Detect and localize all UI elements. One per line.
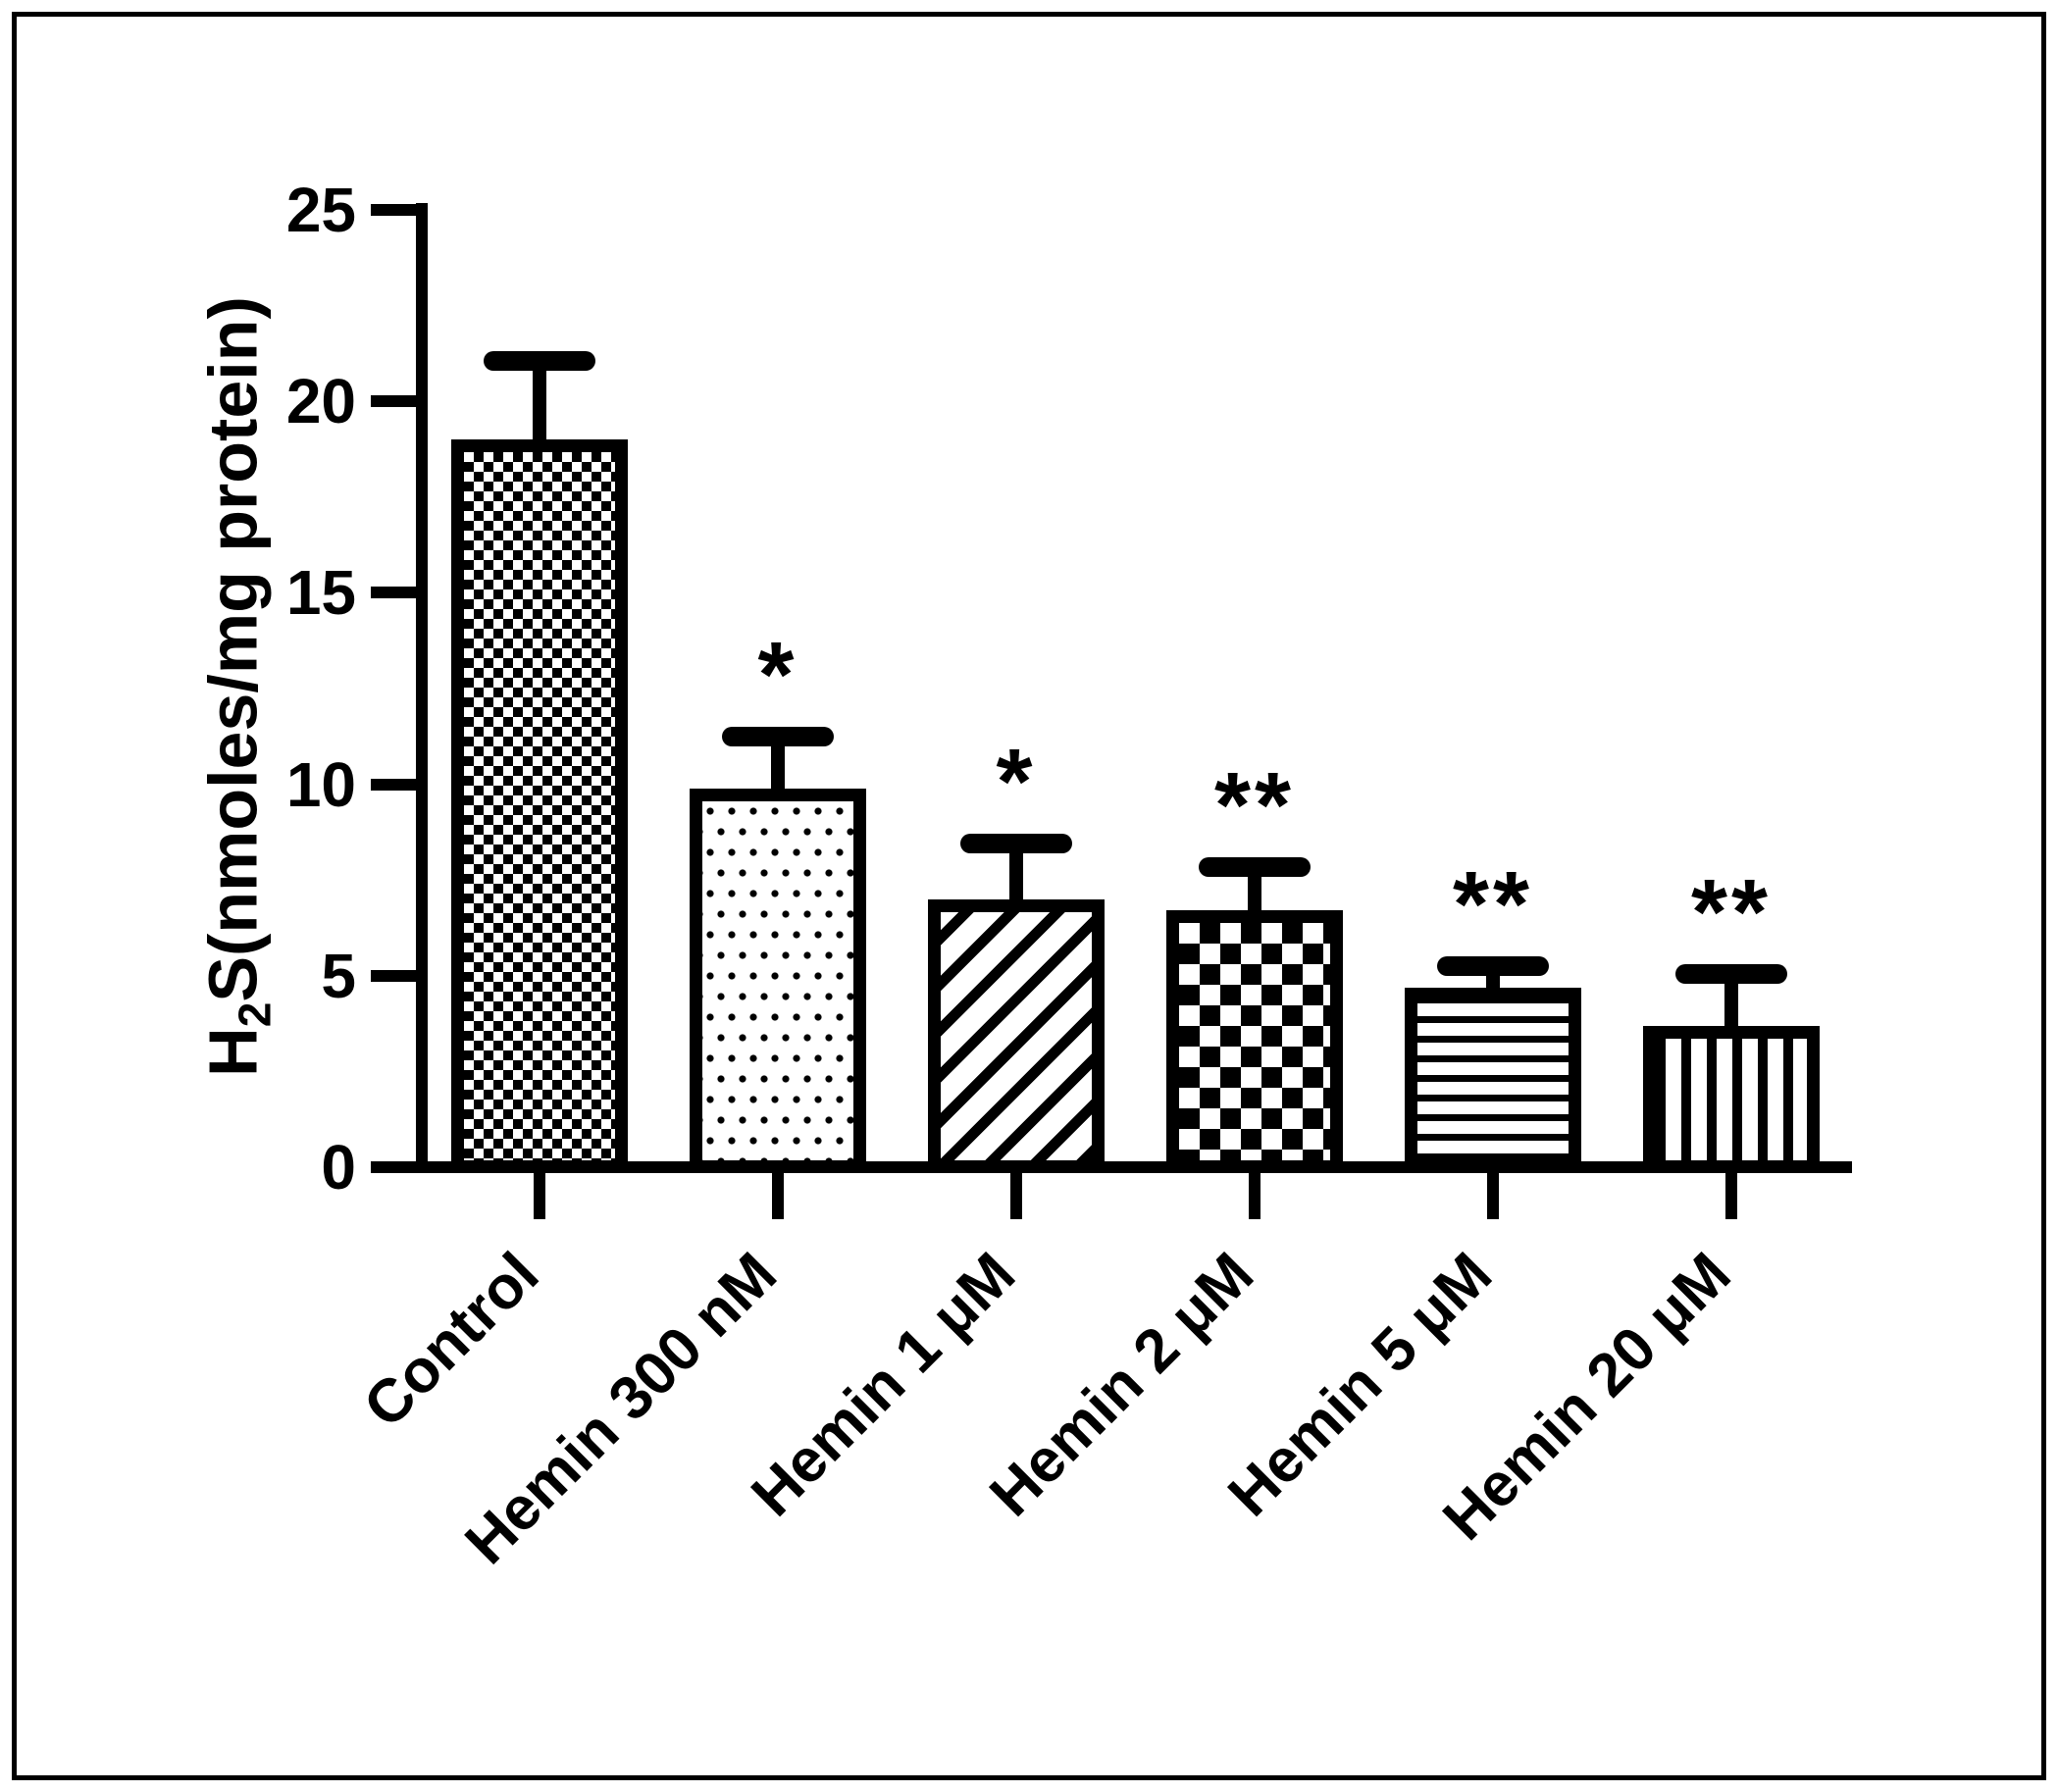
error-bar-cap — [484, 351, 595, 371]
y-tick-label: 10 — [285, 749, 356, 820]
y-tick-label: 20 — [285, 366, 356, 436]
y-tick — [371, 970, 416, 982]
y-tick-label: 25 — [285, 175, 356, 245]
x-axis-line — [416, 1161, 1852, 1173]
error-bar-cap — [722, 727, 834, 746]
y-tick — [371, 204, 416, 216]
figure-frame — [12, 12, 2046, 1780]
x-tick — [1010, 1173, 1022, 1219]
bar-hemin-2-um — [1166, 910, 1343, 1173]
error-bar-stem — [1724, 974, 1738, 1038]
significance-marker: ** — [1214, 753, 1295, 857]
error-bar-stem — [1248, 867, 1261, 924]
significance-marker: * — [996, 730, 1037, 834]
bar-hemin-1-um — [928, 899, 1105, 1173]
significance-marker: ** — [1691, 860, 1772, 964]
bar-hemin-300-nm — [690, 789, 866, 1173]
y-tick-label: 15 — [285, 557, 356, 628]
y-tick — [371, 587, 416, 598]
significance-marker: ** — [1453, 852, 1533, 956]
x-tick — [1725, 1173, 1737, 1219]
error-bar-stem — [1009, 844, 1023, 911]
error-bar-cap — [960, 834, 1072, 853]
x-tick — [772, 1173, 784, 1219]
bar-hemin-20-um — [1643, 1026, 1820, 1173]
error-bar-cap — [1199, 857, 1311, 877]
significance-marker: * — [757, 623, 798, 727]
error-bar-stem — [771, 737, 785, 800]
x-tick — [534, 1173, 545, 1219]
error-bar-cap — [1675, 964, 1787, 984]
y-tick — [371, 779, 416, 791]
y-tick-label: 0 — [321, 1132, 356, 1203]
bar-hemin-5-um — [1405, 988, 1581, 1173]
y-axis-line — [416, 203, 428, 1173]
y-tick-label: 5 — [321, 941, 356, 1011]
error-bar-cap — [1437, 956, 1549, 976]
bar-control — [451, 439, 628, 1173]
error-bar-stem — [533, 361, 546, 452]
y-axis-title-base: H — [194, 1027, 272, 1077]
x-tick — [1249, 1173, 1261, 1219]
y-tick — [371, 1161, 416, 1173]
y-tick — [371, 395, 416, 407]
x-tick — [1487, 1173, 1499, 1219]
